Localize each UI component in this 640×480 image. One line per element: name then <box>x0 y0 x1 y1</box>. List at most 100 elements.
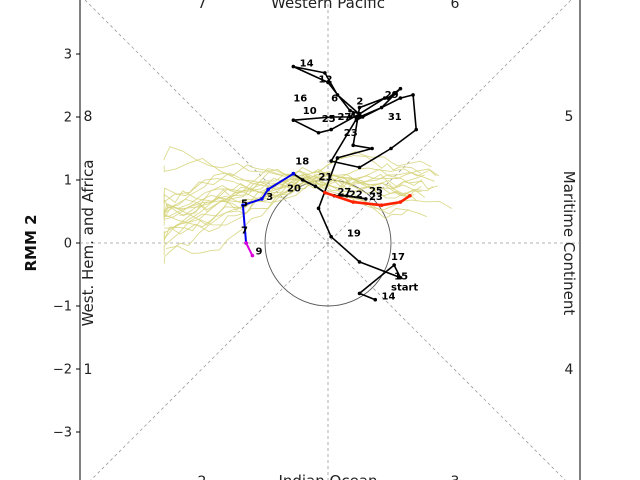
trajectory-day-label: 5 <box>241 198 248 209</box>
forecast-segment-magenta-point <box>244 241 248 245</box>
observed-trajectory-point <box>357 115 362 119</box>
observed-trajectory-point <box>357 260 362 264</box>
ensemble-member-line <box>300 173 422 199</box>
phase-number-4: 4 <box>565 362 574 378</box>
forecast-segment-blue-point <box>241 203 245 207</box>
ensemble-trajectories <box>163 146 453 264</box>
observed-trajectory-point <box>351 112 356 116</box>
forecast-segment-blue-point <box>260 197 264 201</box>
observed-trajectory-point <box>357 112 362 116</box>
phase-annotations: 12345678Western PacificIndian OceanWest.… <box>79 0 578 480</box>
observed-trajectory-point <box>357 105 362 110</box>
trajectory-day-label: 6 <box>331 93 338 104</box>
trajectory-day-label: 19 <box>347 229 361 240</box>
phase-number-8: 8 <box>84 109 93 125</box>
forecast-segment-red-point <box>408 193 412 198</box>
observed-trajectory-point <box>348 115 352 119</box>
forecast-mean-line-point <box>345 193 349 198</box>
trajectory-day-label: 29 <box>385 90 399 101</box>
y-tick-label: 0 <box>64 237 72 252</box>
ensemble-member-line <box>163 173 301 240</box>
observed-trajectory-point <box>398 96 403 100</box>
trajectory-day-label: 15 <box>394 272 408 283</box>
trajectory-day-label: 2 <box>356 96 363 107</box>
ensemble-member-line <box>314 171 434 195</box>
observed-trajectory-point <box>316 130 321 135</box>
ensemble-member-line <box>163 168 309 208</box>
ensemble-member-line <box>163 177 305 226</box>
ensemble-member-line <box>163 146 312 179</box>
observed-trajectory-point <box>316 206 321 211</box>
observed-trajectory-point <box>389 146 393 151</box>
ensemble-member-line <box>306 168 435 190</box>
forecast-segment-red-point <box>398 200 403 204</box>
ensemble-member-line <box>163 176 318 204</box>
ensemble-member-line <box>179 177 316 216</box>
observed-trajectory-point <box>351 143 356 148</box>
y-tick-label: 1 <box>64 174 72 189</box>
y-tick-label: 3 <box>64 48 72 63</box>
observed-trajectory-point <box>414 127 419 132</box>
observed-trajectory-point <box>357 291 362 296</box>
region-label-right: Maritime Continent <box>560 171 578 316</box>
ensemble-member-line <box>163 178 304 264</box>
ensemble-member-line <box>163 174 318 218</box>
ensemble-member-line <box>312 168 440 186</box>
observed-trajectory-point <box>386 96 390 100</box>
forecast-segment-red-point <box>351 200 356 204</box>
y-axis-ticks: 3 2 1 0 −1 −2 −3 RMM 2 <box>22 48 80 441</box>
forecast-segment-magenta-point <box>250 253 255 258</box>
trajectory-day-label: 31 <box>388 112 402 123</box>
forecast-mean-line-point <box>364 197 368 201</box>
trajectory-day-label: 25 <box>369 186 383 197</box>
plot-area <box>79 0 581 480</box>
trajectory-day-label: 18 <box>295 156 309 167</box>
observed-trajectory-point <box>291 64 296 69</box>
y-tick-label: 2 <box>64 111 72 126</box>
observed-trajectory-point <box>392 263 396 267</box>
forecast-segment-red-point <box>379 203 384 207</box>
observed-trajectory-point <box>329 115 333 119</box>
y-tick-label: −3 <box>53 426 72 441</box>
forecast-mean-line-point <box>313 184 318 189</box>
phase-number-7: 7 <box>198 0 207 12</box>
observed-trajectory-point <box>379 105 384 110</box>
ensemble-member-line <box>307 173 426 198</box>
trajectory-day-label: 9 <box>256 246 263 257</box>
trajectory-day-label: start <box>391 282 418 293</box>
trajectory-series <box>241 64 419 302</box>
ensemble-member-line <box>163 157 303 181</box>
phase-number-1: 1 <box>84 362 93 378</box>
observed-trajectory-point <box>373 297 378 302</box>
y-axis-label: RMM 2 <box>22 214 40 271</box>
y-tick-label: −2 <box>53 363 72 378</box>
trajectory-day-label: 17 <box>391 252 405 263</box>
trajectory-day-label: 14 <box>300 59 314 70</box>
phase-number-5: 5 <box>565 109 574 125</box>
trajectory-day-label: 27 <box>337 187 351 198</box>
ensemble-member-line <box>314 167 437 179</box>
observed-trajectory <box>292 65 418 301</box>
observed-trajectory-point <box>329 234 333 239</box>
y-tick-label: −1 <box>53 300 72 315</box>
observed-trajectory-point <box>360 115 365 119</box>
observed-trajectory-point <box>357 165 362 170</box>
ensemble-member-line <box>164 181 306 220</box>
trajectory-day-label: 22 <box>349 190 363 201</box>
forecast-mean-line-point <box>301 178 305 182</box>
phase-number-6: 6 <box>451 0 460 12</box>
forecast-segment-blue-point <box>266 187 270 192</box>
unit-circle <box>264 179 392 307</box>
trajectory-day-label: 27 <box>337 112 351 123</box>
observed-trajectory-point <box>335 93 340 97</box>
trajectory-day-label: 12 <box>319 74 333 85</box>
phase-number-3: 3 <box>451 474 460 480</box>
observed-trajectory-point <box>398 275 403 280</box>
forecast-segment-blue-point <box>291 171 296 176</box>
region-label-top: Western Pacific <box>271 0 385 12</box>
trajectory-day-label: 23 <box>344 128 358 139</box>
observed-trajectory-point <box>382 96 387 100</box>
observed-trajectory-point <box>348 108 352 113</box>
